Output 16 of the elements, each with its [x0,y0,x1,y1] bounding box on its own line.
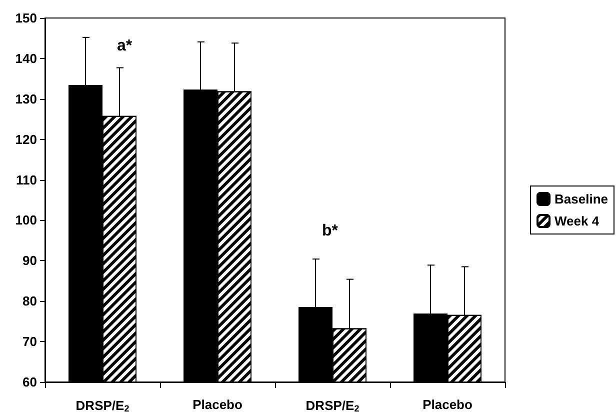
legend-label: Week 4 [554,214,600,228]
y-tick-label: 130 [15,91,37,106]
y-tick-label: 120 [15,132,37,147]
y-tick-label: 110 [16,172,37,188]
y-tick-label: 100 [15,212,37,228]
annotation: b* [322,222,339,240]
y-tick-label: 150 [15,10,37,26]
annotation: a* [117,38,133,54]
y-tick-label: 90 [22,253,37,268]
x-tick-label: Placebo [192,397,242,412]
y-tick-label: 80 [22,294,37,309]
y-tick-label: 70 [22,334,37,350]
y-tick-label: 60 [22,374,37,390]
legend-label: Baseline [554,192,608,206]
y-tick-label: 140 [15,50,37,66]
x-tick-label: Placebo [422,397,472,412]
